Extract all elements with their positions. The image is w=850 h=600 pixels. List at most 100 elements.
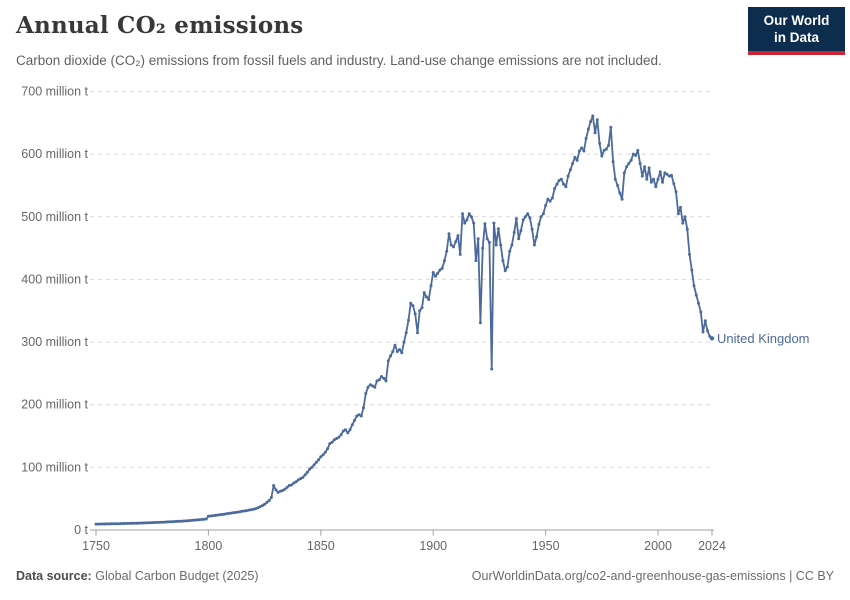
- data-point: [575, 158, 579, 162]
- data-point: [135, 521, 138, 525]
- data-point: [411, 304, 415, 308]
- data-point: [301, 475, 305, 479]
- data-point: [105, 522, 109, 526]
- data-point: [494, 243, 498, 247]
- data-point: [487, 241, 491, 244]
- y-axis-label: 400 million t: [21, 272, 88, 286]
- page-title: Annual CO₂ emissions: [16, 12, 304, 39]
- data-point: [598, 142, 602, 145]
- data-point: [398, 348, 401, 352]
- x-axis-label: 1750: [82, 539, 110, 553]
- data-point: [602, 148, 606, 152]
- data-point: [265, 500, 269, 504]
- data-point: [528, 216, 532, 220]
- data-point: [137, 521, 141, 525]
- data-point: [699, 310, 703, 314]
- data-point: [553, 187, 557, 191]
- data-point: [600, 154, 604, 158]
- data-point: [672, 182, 676, 186]
- data-point: [206, 514, 210, 518]
- data-point: [287, 484, 291, 487]
- data-point: [501, 259, 505, 263]
- data-point: [96, 522, 100, 526]
- owid-logo-line1: Our World: [763, 13, 830, 28]
- data-point: [564, 185, 568, 189]
- y-axis-label: 200 million t: [21, 398, 88, 412]
- data-point: [175, 519, 179, 523]
- data-point: [656, 177, 660, 181]
- data-point: [377, 378, 381, 382]
- data-point: [627, 162, 631, 165]
- data-point: [139, 521, 143, 525]
- data-point: [636, 148, 640, 152]
- data-point: [458, 252, 462, 256]
- data-point: [476, 237, 480, 241]
- data-point: [508, 249, 512, 253]
- data-point: [159, 520, 163, 524]
- owid-logo-line2: in Data: [773, 30, 819, 46]
- data-point: [631, 152, 635, 156]
- y-axis-label: 600 million t: [21, 147, 88, 161]
- data-point: [227, 512, 231, 515]
- data-point: [128, 521, 132, 525]
- data-point: [132, 521, 136, 525]
- data-point: [161, 520, 165, 524]
- data-point: [323, 450, 327, 454]
- data-point: [184, 519, 188, 523]
- data-point: [153, 521, 156, 524]
- data-point: [568, 168, 572, 172]
- data-point: [258, 505, 262, 509]
- data-point: [272, 484, 276, 487]
- data-point: [595, 118, 599, 122]
- data-point: [685, 227, 689, 231]
- data-point: [130, 521, 134, 525]
- data-point: [550, 196, 554, 200]
- data-point: [101, 522, 105, 526]
- data-point: [108, 522, 111, 526]
- x-axis-label: 1850: [307, 539, 335, 553]
- data-point: [622, 171, 626, 175]
- data-point: [317, 458, 321, 462]
- data-point: [393, 343, 397, 347]
- data-point: [449, 243, 453, 247]
- data-point: [573, 155, 577, 159]
- credit-link[interactable]: OurWorldinData.org/co2-and-greenhouse-ga…: [471, 569, 834, 583]
- data-point: [409, 301, 413, 305]
- data-point: [355, 414, 359, 418]
- data-point: [346, 431, 350, 435]
- data-point: [371, 384, 374, 388]
- data-point: [420, 306, 424, 310]
- data-point: [523, 215, 527, 219]
- data-point: [112, 522, 116, 526]
- data-point: [164, 520, 168, 524]
- data-point: [373, 385, 377, 389]
- data-point: [305, 470, 309, 474]
- data-point: [362, 406, 365, 410]
- data-point: [353, 418, 356, 422]
- data-point: [521, 218, 525, 222]
- data-point: [481, 246, 485, 250]
- data-point: [260, 504, 264, 508]
- data-point: [249, 508, 253, 512]
- data-point: [577, 149, 581, 153]
- data-point: [292, 481, 296, 485]
- data-point: [141, 521, 145, 525]
- data-point: [519, 229, 523, 233]
- data-point: [193, 518, 197, 522]
- x-axis-label: 2000: [644, 539, 672, 553]
- data-point: [418, 309, 422, 313]
- data-point: [582, 149, 586, 153]
- data-point: [103, 522, 107, 526]
- data-point: [148, 521, 152, 525]
- data-point: [197, 518, 201, 522]
- data-point: [429, 284, 433, 288]
- data-point: [350, 423, 354, 427]
- x-axis-label: 2024: [698, 539, 726, 553]
- data-point: [267, 499, 271, 503]
- data-point: [222, 512, 226, 516]
- data-point: [539, 215, 543, 219]
- series-end-label[interactable]: United Kingdom: [717, 331, 810, 346]
- data-point: [150, 521, 154, 525]
- data-point: [276, 490, 280, 494]
- data-point: [400, 351, 404, 355]
